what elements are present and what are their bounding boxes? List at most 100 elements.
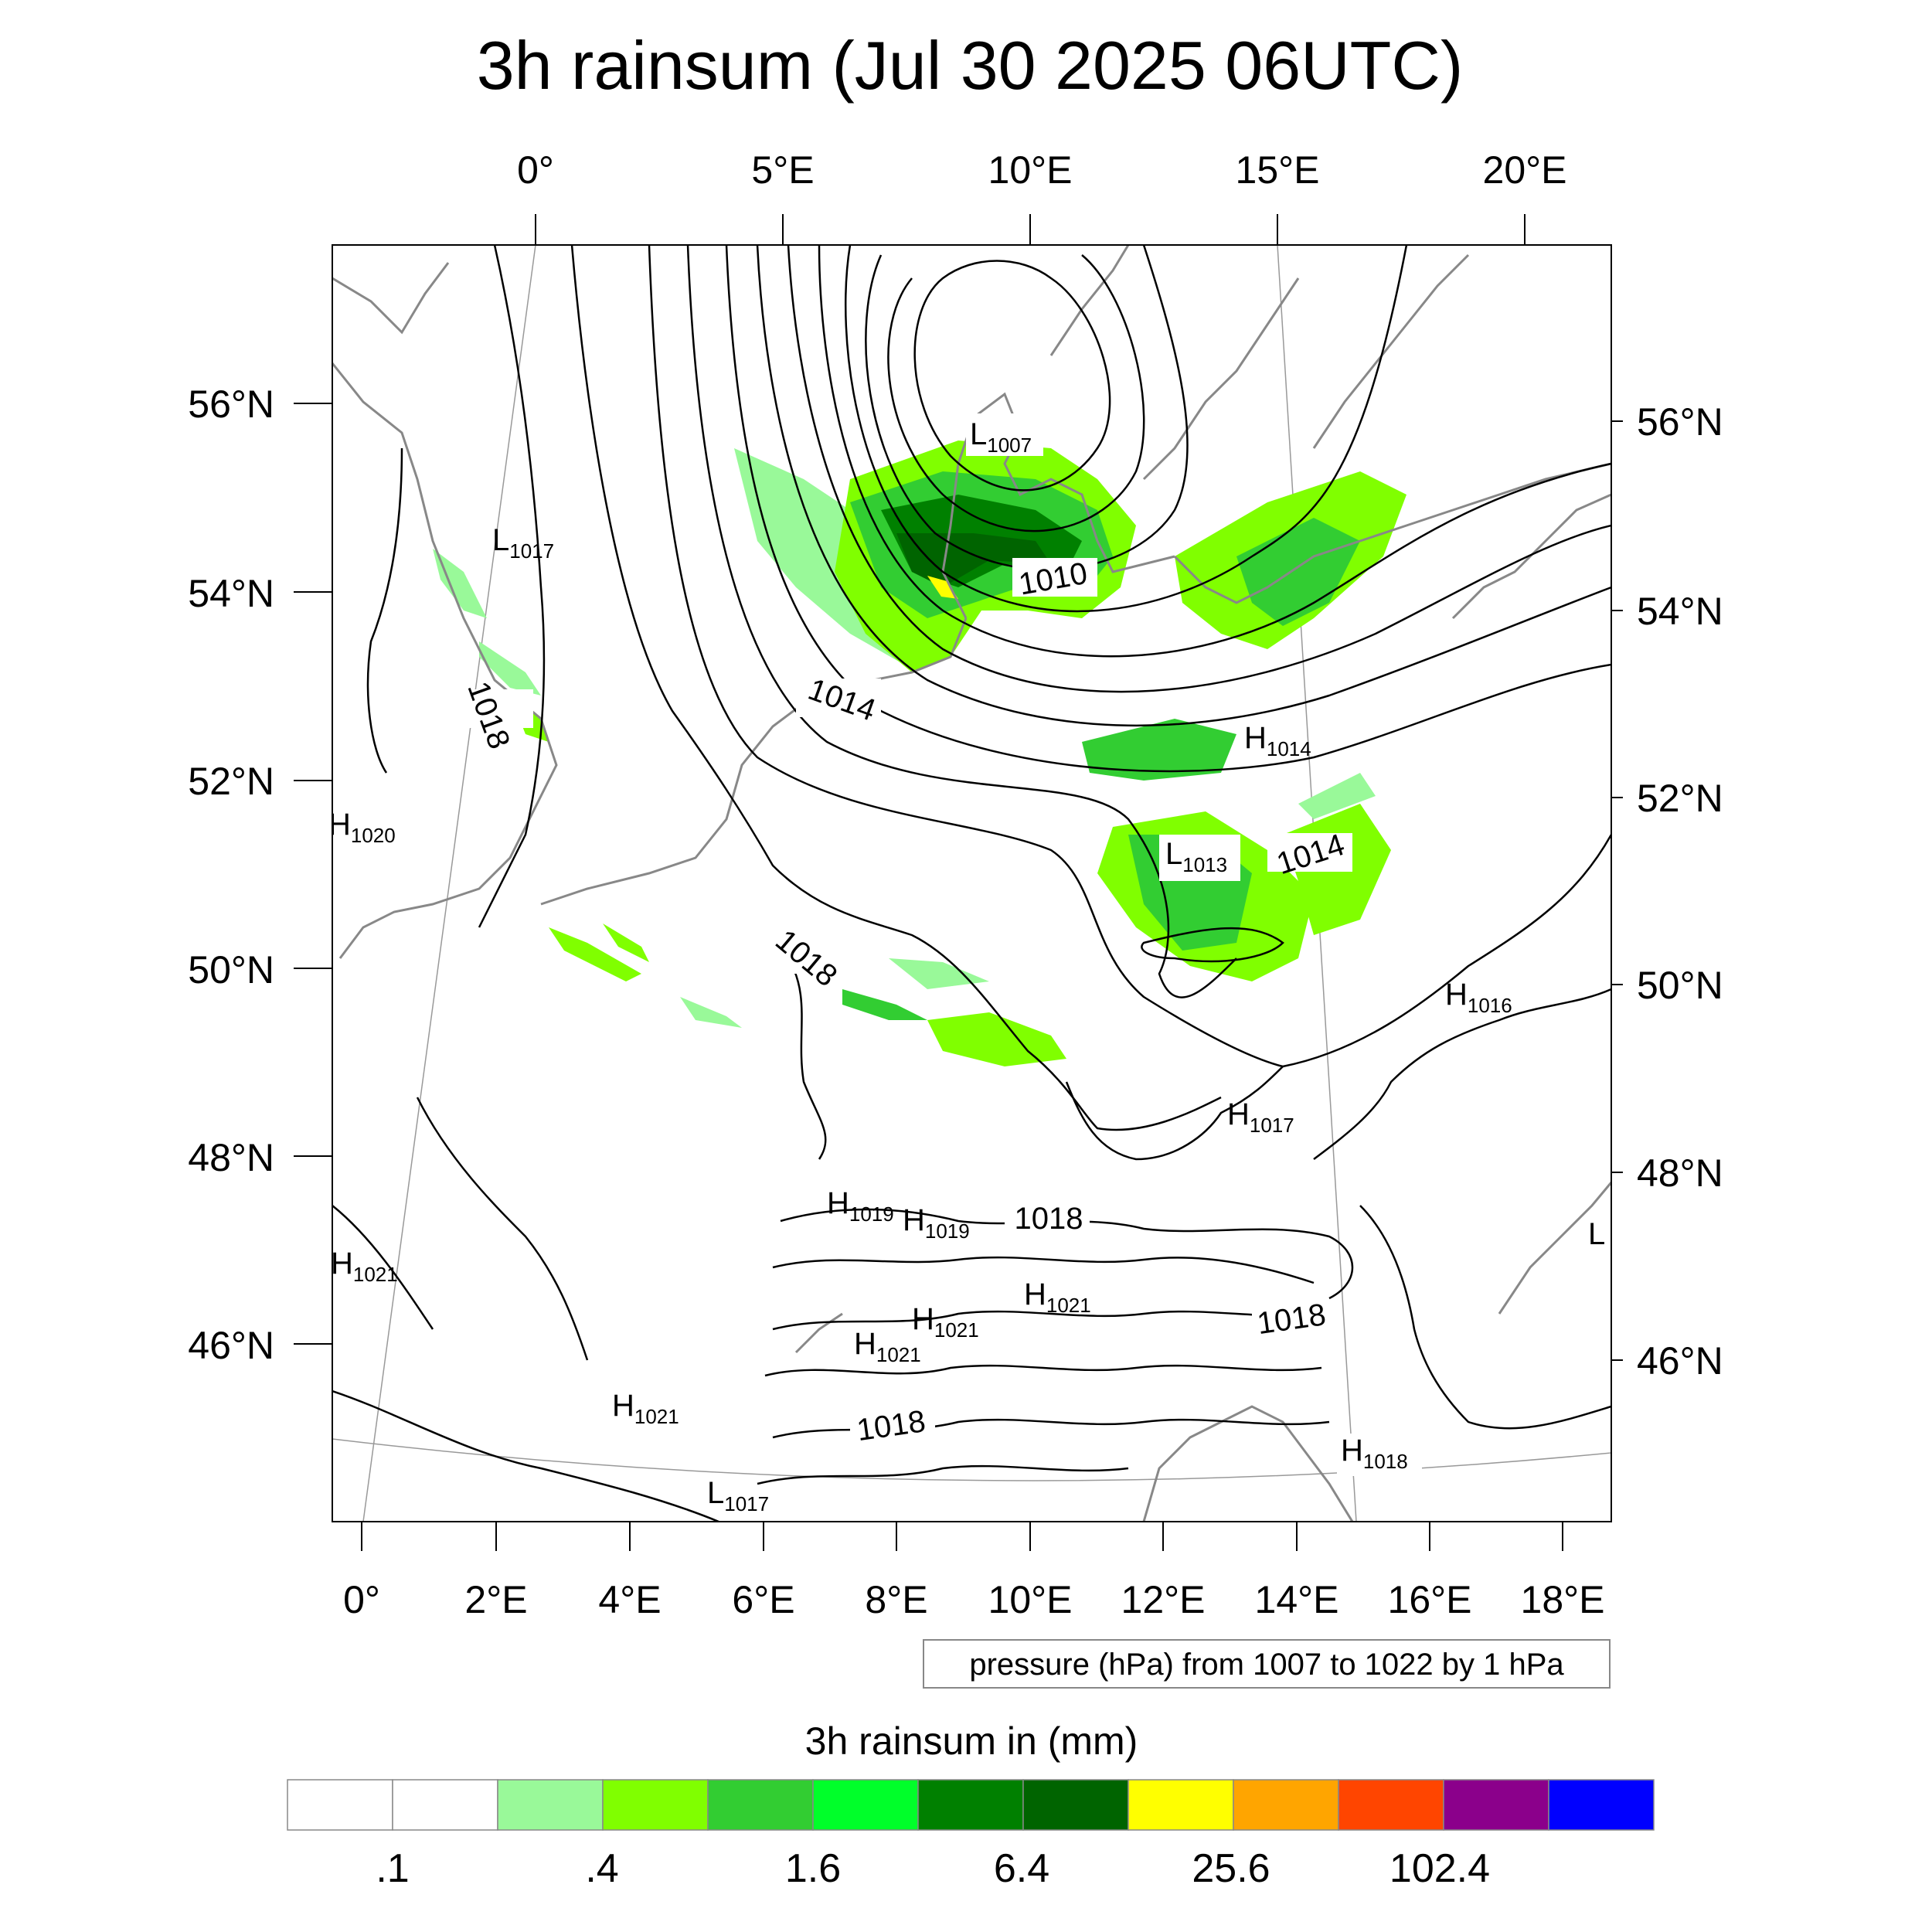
- pressure-center-h: H1021: [612, 1389, 679, 1428]
- legend-color-box: [917, 1779, 1024, 1831]
- legend-tick-label: .1: [376, 1846, 409, 1891]
- coastline: [1142, 1405, 1354, 1522]
- bottom-lon-label: 16°E: [1388, 1578, 1472, 1621]
- coastline: [540, 617, 968, 906]
- coastline: [332, 362, 558, 959]
- bottom-lon-label: 8°E: [865, 1578, 927, 1621]
- svg-text:L1013: L1013: [1165, 837, 1227, 876]
- map-area: 1010 1014 1018 1014 1018 1018 1018 1018 …: [328, 245, 1611, 1522]
- svg-text:H1021: H1021: [912, 1302, 979, 1342]
- legend-color-box: [1548, 1779, 1655, 1831]
- bottom-lon-label: 10°E: [988, 1578, 1073, 1621]
- isobar: [772, 1310, 1330, 1331]
- isobar: [686, 245, 1237, 998]
- svg-text:H1021: H1021: [1024, 1277, 1091, 1317]
- legend-color-box: [707, 1779, 814, 1831]
- rain-area: [896, 533, 1051, 587]
- svg-text:H1014: H1014: [1244, 721, 1311, 760]
- left-lat-label: 50°N: [188, 948, 274, 992]
- pressure-center-h: H1021: [912, 1302, 979, 1342]
- pressure-center-h: H1021: [1024, 1277, 1091, 1317]
- bottom-lon-label: 14°E: [1255, 1578, 1339, 1621]
- legend-tick-label: 6.4: [994, 1846, 1049, 1891]
- svg-text:H1019: H1019: [903, 1203, 970, 1243]
- pressure-center-h: H1021: [854, 1327, 921, 1366]
- right-latitude-labels: 56°N 54°N 52°N 50°N 48°N 46°N: [1637, 400, 1723, 1383]
- rain-area: [1082, 719, 1236, 781]
- pressure-center-l: L1017: [707, 1476, 769, 1515]
- right-lat-label: 50°N: [1637, 964, 1723, 1007]
- svg-text:L: L: [1588, 1217, 1605, 1251]
- isobar: [757, 1464, 1129, 1485]
- rain-area: [1298, 773, 1376, 819]
- coastline: [1049, 245, 1130, 356]
- bottom-lon-label: 12°E: [1121, 1578, 1206, 1621]
- isobar: [756, 245, 1611, 726]
- svg-text:H1021: H1021: [331, 1247, 398, 1286]
- isobar: [366, 447, 403, 774]
- coastline: [941, 392, 1175, 619]
- pressure-center-l: L1017: [492, 523, 554, 563]
- legend-tick-label: 1.6: [785, 1846, 841, 1891]
- left-lat-label: 46°N: [188, 1324, 274, 1367]
- map-title: 3h rainsum (Jul 30 2025 06UTC): [477, 27, 1464, 104]
- legend-tick-label: 25.6: [1192, 1846, 1270, 1891]
- map-frame: [332, 244, 1612, 1522]
- right-lat-label: 52°N: [1637, 777, 1723, 820]
- isobar-label: 1018: [769, 923, 843, 994]
- top-longitude-labels: 0° 5°E 10°E 15°E 20°E: [517, 148, 1566, 192]
- isobar: [764, 1364, 1322, 1377]
- coastline: [1312, 253, 1470, 449]
- legend-color-box: [1443, 1779, 1549, 1831]
- legend-color-box: [287, 1779, 393, 1831]
- left-lat-label: 56°N: [188, 383, 274, 426]
- isobar: [787, 957, 827, 1160]
- legend-tick-label: 102.4: [1389, 1846, 1490, 1891]
- pressure-center-l: L: [1588, 1217, 1605, 1251]
- left-lat-label: 48°N: [188, 1136, 274, 1179]
- coastline: [332, 262, 450, 335]
- pressure-centers: L1007 L1017 H1020 H1014 L1013 H1016 H101…: [328, 413, 1605, 1515]
- isobar: [844, 245, 1408, 613]
- isobar: [725, 245, 1611, 773]
- isobar: [818, 245, 1611, 658]
- legend-color-box: [392, 1779, 498, 1831]
- pressure-center-h: H1014: [1244, 721, 1311, 760]
- pressure-center-l: L1007: [966, 413, 1043, 457]
- legend-color-bar: [287, 1779, 1655, 1831]
- legend-title: 3h rainsum in (mm): [805, 1719, 1138, 1763]
- coastline: [1142, 277, 1300, 481]
- legend-color-box: [1338, 1779, 1444, 1831]
- isobar: [772, 1256, 1315, 1284]
- svg-text:H1020: H1020: [328, 808, 396, 847]
- top-tick-marks: [535, 214, 1526, 245]
- svg-text:L1017: L1017: [492, 523, 554, 563]
- svg-text:H1017: H1017: [1227, 1097, 1294, 1137]
- isobar: [648, 245, 1611, 1068]
- isobar: [478, 245, 546, 928]
- legend-color-box: [812, 1779, 919, 1831]
- isobar: [780, 1208, 1354, 1300]
- isobar: [1313, 988, 1611, 1160]
- isobar-label: 1018: [1015, 1202, 1083, 1236]
- bottom-tick-marks: [361, 1522, 1563, 1551]
- isobar: [332, 1205, 434, 1330]
- right-lat-label: 56°N: [1637, 400, 1723, 444]
- pressure-center-l: L1013: [1159, 835, 1240, 881]
- left-tick-marks: [294, 403, 332, 1345]
- svg-text:L1007: L1007: [970, 417, 1032, 457]
- rain-area: [927, 576, 958, 599]
- rain-area: [603, 923, 649, 962]
- rain-area: [1236, 518, 1360, 626]
- pressure-center-h: H1020: [328, 808, 396, 847]
- rain-area: [680, 997, 742, 1028]
- isobar: [1065, 1066, 1284, 1161]
- svg-text:L1017: L1017: [707, 1476, 769, 1515]
- svg-text:H1018: H1018: [1341, 1434, 1408, 1473]
- coastline: [1451, 493, 1611, 620]
- left-lat-label: 54°N: [188, 572, 274, 615]
- bottom-longitude-labels: 0° 2°E 4°E 6°E 8°E 10°E 12°E 14°E 16°E 1…: [343, 1578, 1604, 1621]
- top-lon-label: 20°E: [1483, 148, 1567, 192]
- coastline: [1173, 462, 1611, 604]
- legend-tick-labels: .1 .4 1.6 6.4 25.6 102.4: [376, 1846, 1490, 1891]
